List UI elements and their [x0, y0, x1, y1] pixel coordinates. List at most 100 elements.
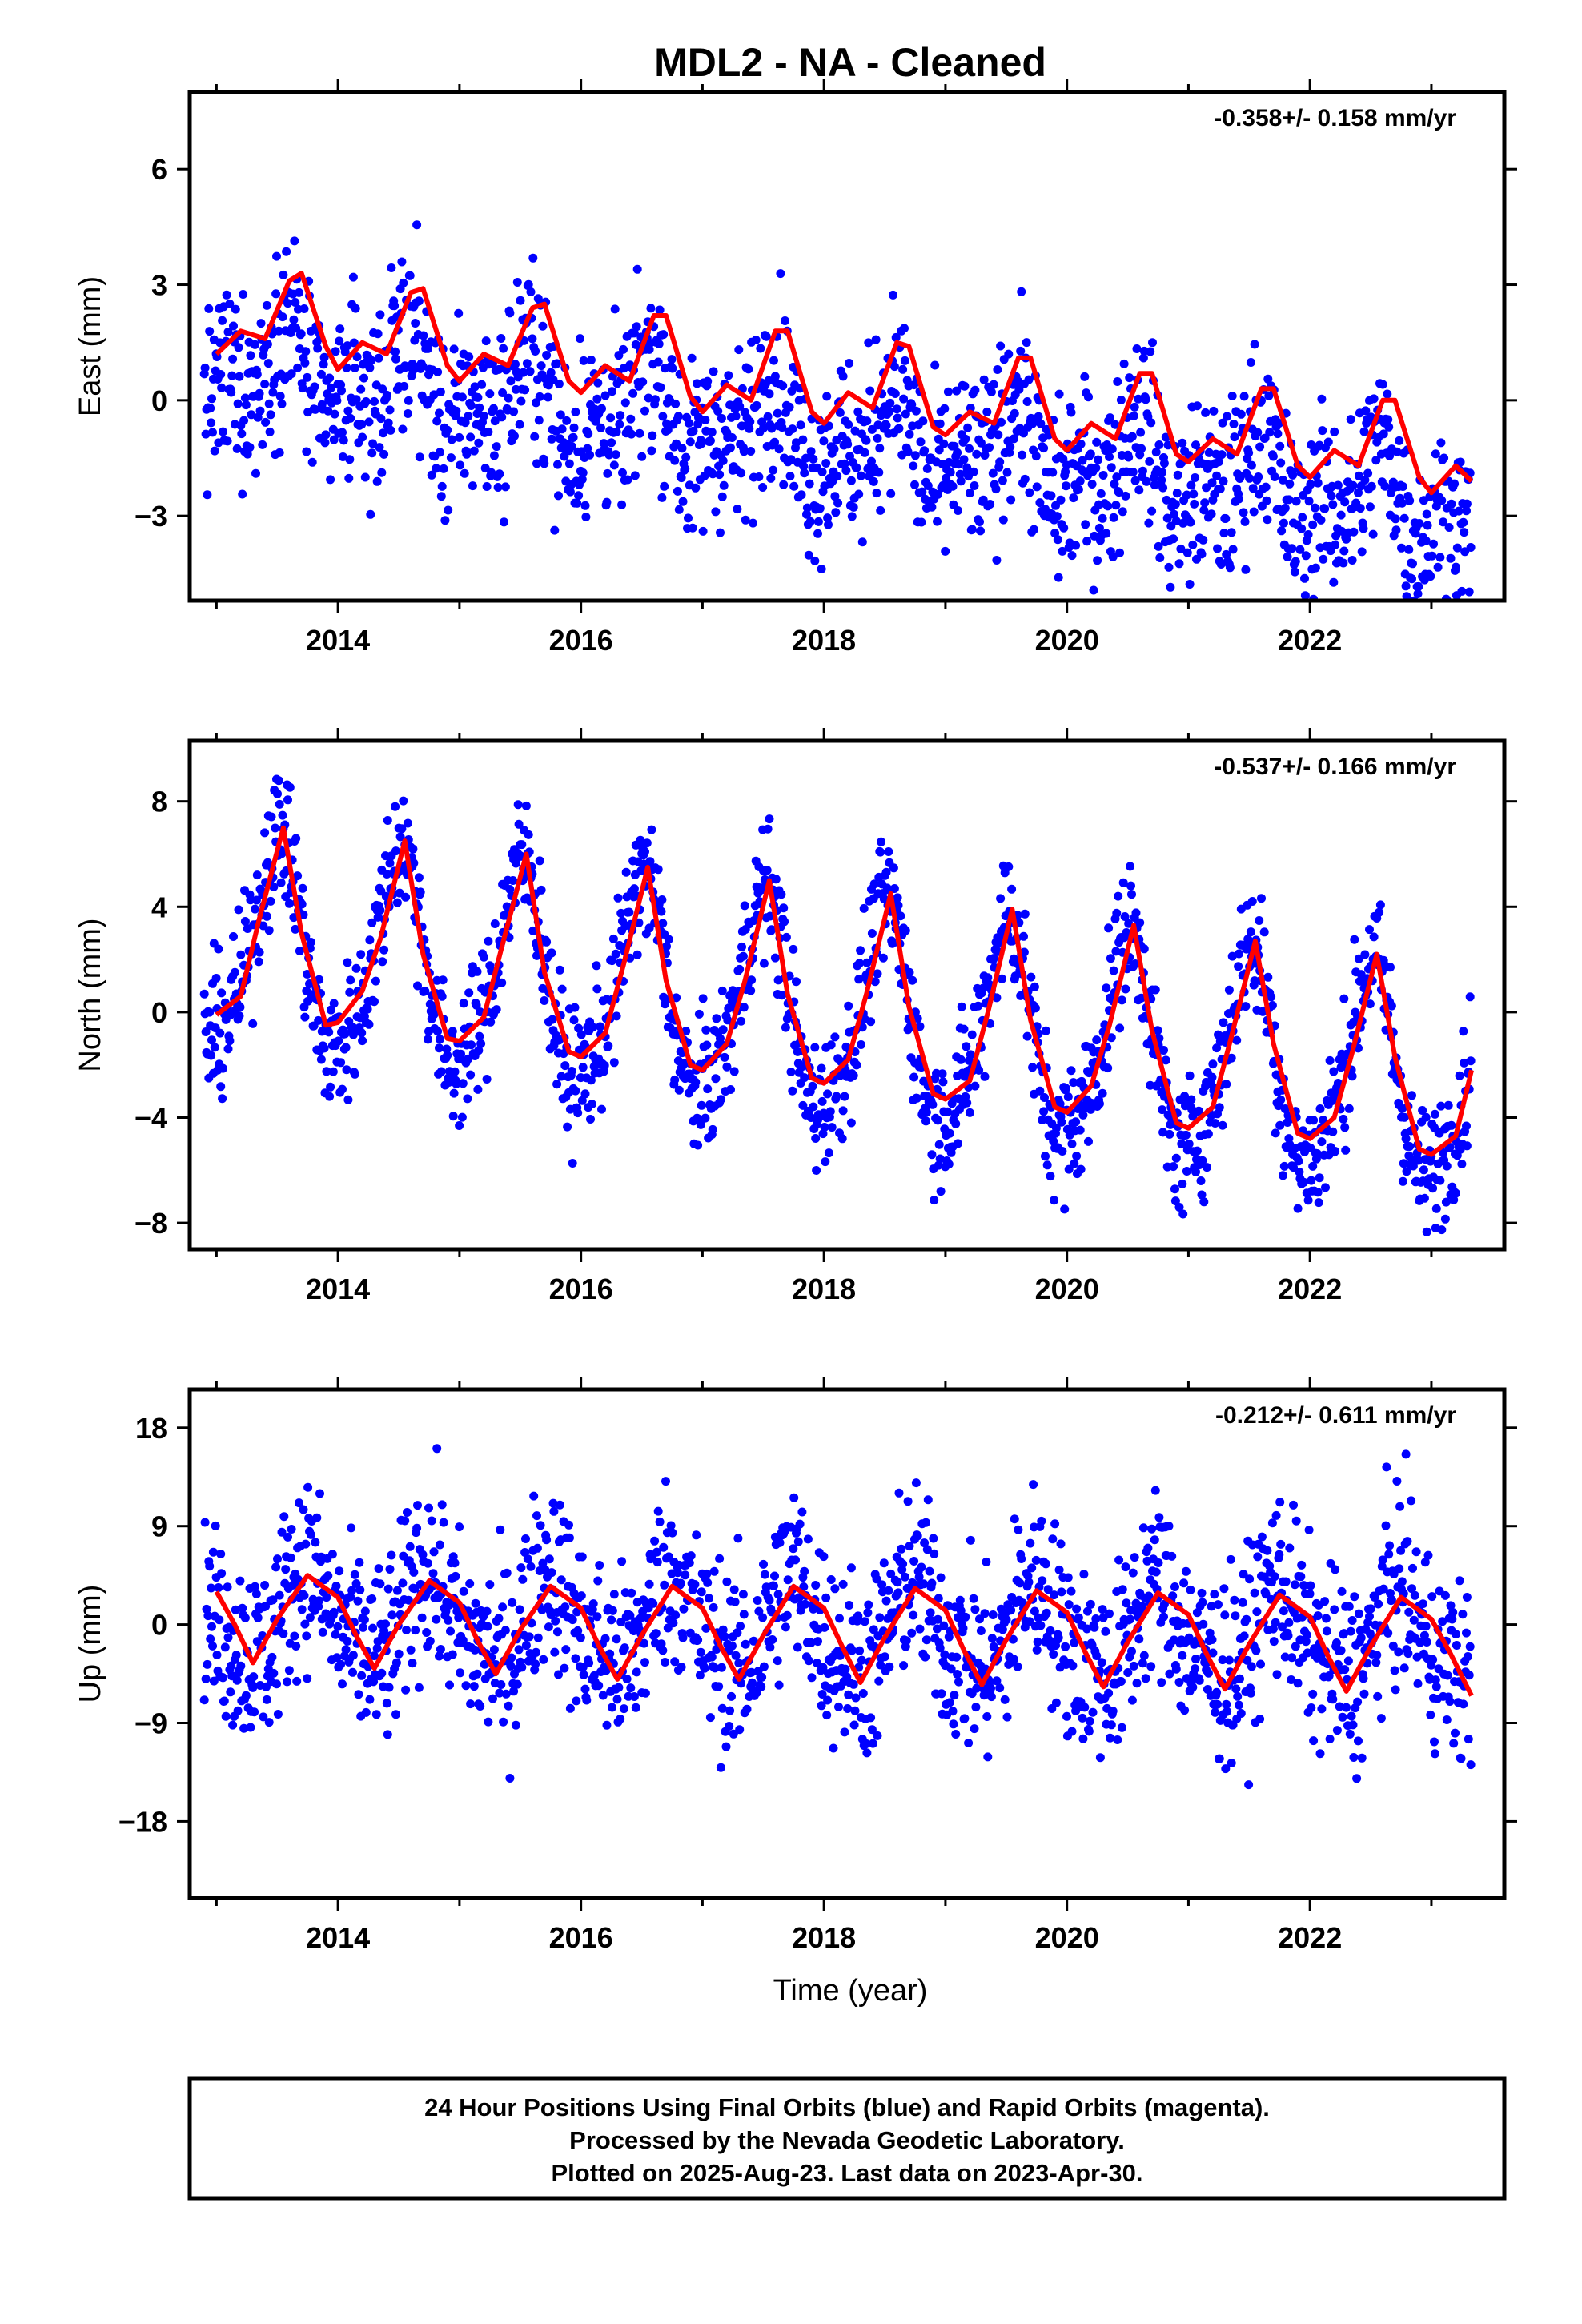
- data-point: [812, 1166, 821, 1175]
- data-point: [609, 1590, 619, 1599]
- data-point: [1309, 1736, 1319, 1746]
- data-point: [1093, 556, 1102, 565]
- data-point: [459, 999, 468, 1008]
- data-point: [1110, 420, 1120, 429]
- data-point: [1191, 1167, 1200, 1176]
- data-point: [278, 312, 287, 322]
- data-point: [1284, 1618, 1294, 1627]
- data-point: [955, 1595, 965, 1605]
- data-point: [435, 448, 444, 457]
- data-point: [414, 296, 424, 306]
- data-point: [370, 396, 379, 406]
- data-point: [939, 439, 949, 448]
- data-point: [1379, 429, 1388, 439]
- data-point: [1061, 1642, 1070, 1651]
- data-point: [260, 380, 270, 389]
- data-point: [291, 834, 301, 843]
- data-point: [705, 1594, 713, 1603]
- data-point: [549, 1506, 559, 1516]
- data-point: [737, 942, 746, 951]
- data-point: [652, 1547, 661, 1557]
- data-point: [473, 1084, 483, 1094]
- data-point: [332, 1653, 342, 1663]
- data-point: [745, 424, 754, 433]
- data-point: [801, 453, 811, 463]
- data-point: [310, 382, 319, 392]
- data-point: [701, 1025, 711, 1035]
- data-point: [610, 304, 620, 314]
- data-point: [722, 1577, 732, 1586]
- data-point: [636, 835, 645, 845]
- data-point: [1295, 545, 1305, 554]
- data-point: [886, 489, 896, 498]
- data-point: [630, 471, 640, 480]
- data-point: [523, 1554, 532, 1564]
- data-point: [463, 1094, 472, 1104]
- data-point: [992, 556, 1002, 565]
- data-point: [1186, 1095, 1196, 1104]
- data-point: [913, 1531, 922, 1541]
- data-point: [909, 1610, 918, 1620]
- data-point: [661, 999, 670, 1009]
- data-point: [1277, 526, 1287, 536]
- data-point: [807, 1673, 817, 1683]
- data-point: [378, 957, 387, 967]
- data-point: [1361, 406, 1371, 416]
- data-point: [497, 412, 507, 422]
- data-point: [720, 1052, 729, 1062]
- data-point: [1441, 1197, 1451, 1207]
- data-point: [1355, 504, 1365, 513]
- data-point: [1094, 523, 1104, 533]
- data-point: [893, 1578, 902, 1587]
- data-point: [874, 1676, 884, 1686]
- data-point: [1313, 1188, 1323, 1197]
- data-point: [594, 1681, 604, 1691]
- data-point: [953, 448, 962, 457]
- data-point: [705, 1713, 715, 1723]
- data-point: [279, 1512, 289, 1522]
- data-point: [710, 1663, 720, 1673]
- data-point: [766, 473, 776, 483]
- y-tick-label: 4: [151, 891, 167, 923]
- data-point: [367, 448, 377, 458]
- data-point: [218, 1094, 227, 1104]
- data-point: [1158, 1105, 1167, 1115]
- data-point: [1392, 447, 1402, 456]
- data-point: [1022, 397, 1032, 406]
- data-point: [357, 1671, 367, 1680]
- data-point: [1054, 573, 1063, 582]
- data-point: [507, 1653, 516, 1663]
- data-point: [635, 428, 644, 438]
- data-point: [845, 359, 854, 368]
- data-point: [1051, 1698, 1061, 1707]
- data-point: [572, 1696, 581, 1706]
- data-point: [511, 1720, 520, 1730]
- data-point: [472, 967, 482, 976]
- data-point: [1070, 1159, 1079, 1168]
- data-point: [612, 1011, 621, 1021]
- data-point: [293, 871, 303, 881]
- data-point: [779, 480, 789, 489]
- data-point: [1102, 983, 1111, 993]
- data-point: [424, 1035, 432, 1044]
- data-point: [995, 1683, 1005, 1693]
- data-point: [804, 1656, 813, 1666]
- data-point: [718, 456, 728, 465]
- data-point: [885, 1662, 894, 1671]
- data-point: [716, 1763, 725, 1772]
- data-point: [1069, 493, 1078, 503]
- data-point: [399, 1551, 408, 1561]
- data-point: [729, 1067, 739, 1076]
- data-point: [1185, 1071, 1195, 1080]
- data-point: [279, 270, 288, 279]
- data-point: [1036, 1621, 1046, 1630]
- data-point: [424, 1503, 433, 1513]
- data-point: [1177, 1139, 1186, 1148]
- data-point: [611, 450, 620, 460]
- data-point: [1298, 513, 1307, 522]
- data-point: [761, 1582, 771, 1592]
- data-point: [1150, 985, 1160, 995]
- data-point: [466, 1070, 476, 1080]
- data-point: [1281, 1577, 1291, 1586]
- data-point: [433, 368, 443, 376]
